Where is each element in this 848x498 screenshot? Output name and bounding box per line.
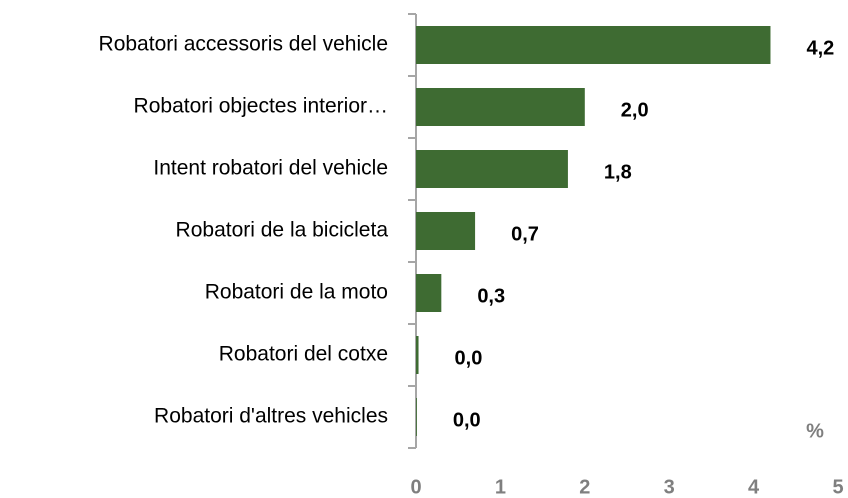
bar [416,150,568,188]
bar [416,26,771,64]
x-tick-label: 1 [495,476,506,498]
y-tick-label: Robatori de la moto [205,281,388,304]
x-tick-label: 3 [664,476,675,498]
value-label: 4,2 [806,37,834,59]
y-tick-label: Robatori accessoris del vehicle [99,33,388,56]
bar [416,336,419,374]
x-tick-label: 4 [748,476,760,498]
value-label: 1,8 [604,161,632,183]
value-label: 0,3 [477,285,505,307]
x-tick-label: 2 [579,476,590,498]
value-label: 2,0 [621,99,649,121]
bar [416,212,476,250]
y-tick-label: Robatori d'altres vehicles [154,405,388,428]
value-label: 0,0 [455,347,483,369]
bar [416,398,417,436]
y-tick-label: Intent robatori del vehicle [153,157,388,180]
x-tick-label: 5 [832,476,843,498]
bar [416,88,585,126]
axis-unit: % [806,420,824,442]
value-label: 0,0 [453,409,481,431]
y-tick-label: Robatori del cotxe [219,343,388,366]
x-tick-label: 0 [410,476,421,498]
y-tick-label: Robatori de la bicicleta [176,219,389,242]
y-tick-label: Robatori objectes interior… [134,95,388,118]
value-label: 0,7 [511,223,539,245]
bar [416,274,442,312]
